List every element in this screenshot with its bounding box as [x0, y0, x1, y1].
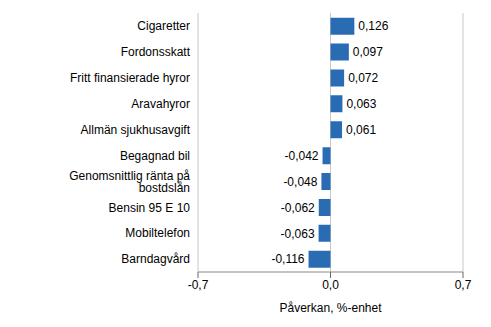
svg-text:Barndagvård: Barndagvård [121, 252, 190, 266]
svg-text:Fordonsskatt: Fordonsskatt [121, 45, 191, 59]
svg-text:0,063: 0,063 [346, 97, 376, 111]
svg-text:-0,042: -0,042 [285, 149, 319, 163]
svg-text:Mobiltelefon: Mobiltelefon [125, 226, 190, 240]
svg-text:-0,116: -0,116 [271, 252, 304, 266]
svg-text:Aravahyror: Aravahyror [131, 97, 190, 111]
svg-text:-0,7: -0,7 [188, 278, 209, 292]
svg-text:0,097: 0,097 [353, 45, 383, 59]
svg-text:0,072: 0,072 [348, 71, 378, 85]
svg-text:Allmän sjukhusavgift: Allmän sjukhusavgift [81, 123, 191, 137]
svg-text:Genomsnittlig ränta påbostdslå: Genomsnittlig ränta påbostdslån [69, 169, 190, 195]
svg-text:-0,063: -0,063 [281, 227, 315, 241]
svg-text:Begagnad bil: Begagnad bil [120, 149, 190, 163]
svg-text:0,126: 0,126 [358, 19, 388, 33]
svg-text:Fritt finansierade hyror: Fritt finansierade hyror [70, 71, 190, 85]
svg-text:Cigaretter: Cigaretter [137, 19, 190, 33]
svg-text:Bensin 95 E 10: Bensin 95 E 10 [109, 201, 191, 215]
svg-text:0,061: 0,061 [346, 123, 376, 137]
svg-text:0,0: 0,0 [322, 278, 339, 292]
svg-text:0,7: 0,7 [455, 278, 472, 292]
svg-text:-0,048: -0,048 [283, 175, 317, 189]
svg-text:-0,062: -0,062 [281, 201, 315, 215]
svg-text:Påverkan, %-enhet: Påverkan, %-enhet [279, 301, 382, 315]
